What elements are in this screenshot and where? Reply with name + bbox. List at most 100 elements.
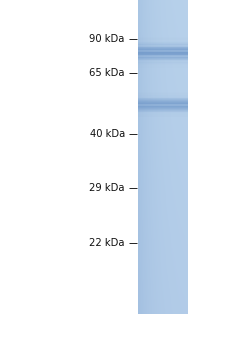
Bar	[161, 125, 162, 126]
Bar	[148, 294, 149, 295]
Bar	[176, 75, 177, 76]
Bar	[147, 191, 148, 193]
Bar	[171, 52, 172, 53]
Bar	[161, 236, 162, 237]
Bar	[174, 77, 175, 78]
Bar	[152, 96, 153, 97]
Bar	[156, 307, 157, 308]
Bar	[180, 310, 181, 311]
Bar	[173, 281, 174, 282]
Bar	[139, 17, 140, 18]
Bar	[149, 193, 150, 194]
Bar	[184, 106, 185, 107]
Bar	[138, 109, 188, 110]
Bar	[186, 182, 187, 183]
Bar	[180, 77, 182, 78]
Bar	[154, 99, 155, 100]
Bar	[180, 67, 182, 68]
Bar	[182, 215, 183, 216]
Bar	[167, 77, 168, 78]
Bar	[157, 276, 158, 277]
Bar	[138, 88, 188, 89]
Bar	[161, 271, 162, 273]
Bar	[157, 285, 158, 286]
Bar	[177, 305, 178, 307]
Bar	[146, 158, 147, 159]
Bar	[151, 206, 152, 207]
Bar	[147, 132, 148, 134]
Bar	[165, 11, 166, 12]
Bar	[180, 74, 182, 75]
Bar	[156, 51, 157, 53]
Bar	[163, 65, 164, 66]
Bar	[147, 140, 148, 141]
Bar	[161, 14, 162, 15]
Bar	[147, 28, 148, 29]
Bar	[163, 261, 164, 263]
Bar	[153, 166, 154, 167]
Bar	[149, 298, 150, 299]
Bar	[140, 165, 141, 166]
Bar	[180, 268, 181, 269]
Bar	[172, 103, 173, 104]
Bar	[152, 135, 153, 136]
Bar	[154, 182, 155, 183]
Bar	[160, 140, 161, 141]
Bar	[142, 159, 144, 160]
Bar	[168, 167, 169, 168]
Bar	[170, 140, 171, 141]
Bar	[174, 99, 175, 100]
Bar	[142, 254, 143, 256]
Bar	[176, 158, 177, 159]
Bar	[167, 113, 168, 114]
Bar	[187, 167, 188, 168]
Bar	[164, 271, 165, 272]
Bar	[173, 196, 174, 197]
Bar	[185, 298, 187, 299]
Bar	[166, 197, 167, 198]
Bar	[146, 130, 147, 131]
Bar	[159, 294, 160, 295]
Bar	[175, 299, 176, 300]
Bar	[165, 29, 166, 30]
Bar	[180, 38, 182, 39]
Bar	[180, 41, 182, 42]
Bar	[186, 10, 187, 11]
Bar	[144, 270, 145, 271]
Bar	[139, 73, 140, 74]
Bar	[176, 179, 177, 181]
Bar	[147, 97, 148, 98]
Bar	[184, 227, 185, 228]
Bar	[157, 197, 158, 198]
Bar	[182, 79, 183, 80]
Bar	[146, 98, 147, 99]
Bar	[172, 271, 173, 273]
Bar	[165, 93, 166, 94]
Bar	[142, 64, 144, 65]
Bar	[180, 16, 181, 17]
Bar	[162, 147, 163, 148]
Bar	[147, 280, 148, 281]
Bar	[162, 113, 163, 114]
Bar	[157, 170, 158, 171]
Bar	[171, 152, 172, 153]
Bar	[139, 187, 140, 188]
Bar	[156, 224, 157, 225]
Bar	[149, 63, 150, 65]
Bar	[157, 59, 158, 61]
Bar	[155, 222, 156, 223]
Bar	[181, 271, 182, 272]
Bar	[141, 118, 142, 119]
Bar	[148, 219, 149, 220]
Bar	[183, 210, 184, 211]
Bar	[181, 245, 182, 246]
Bar	[180, 145, 181, 146]
Bar	[166, 99, 167, 100]
Bar	[171, 90, 172, 91]
Bar	[148, 227, 149, 228]
Bar	[166, 121, 167, 122]
Bar	[140, 262, 141, 263]
Bar	[142, 31, 143, 32]
Bar	[150, 206, 151, 208]
Bar	[158, 238, 159, 239]
